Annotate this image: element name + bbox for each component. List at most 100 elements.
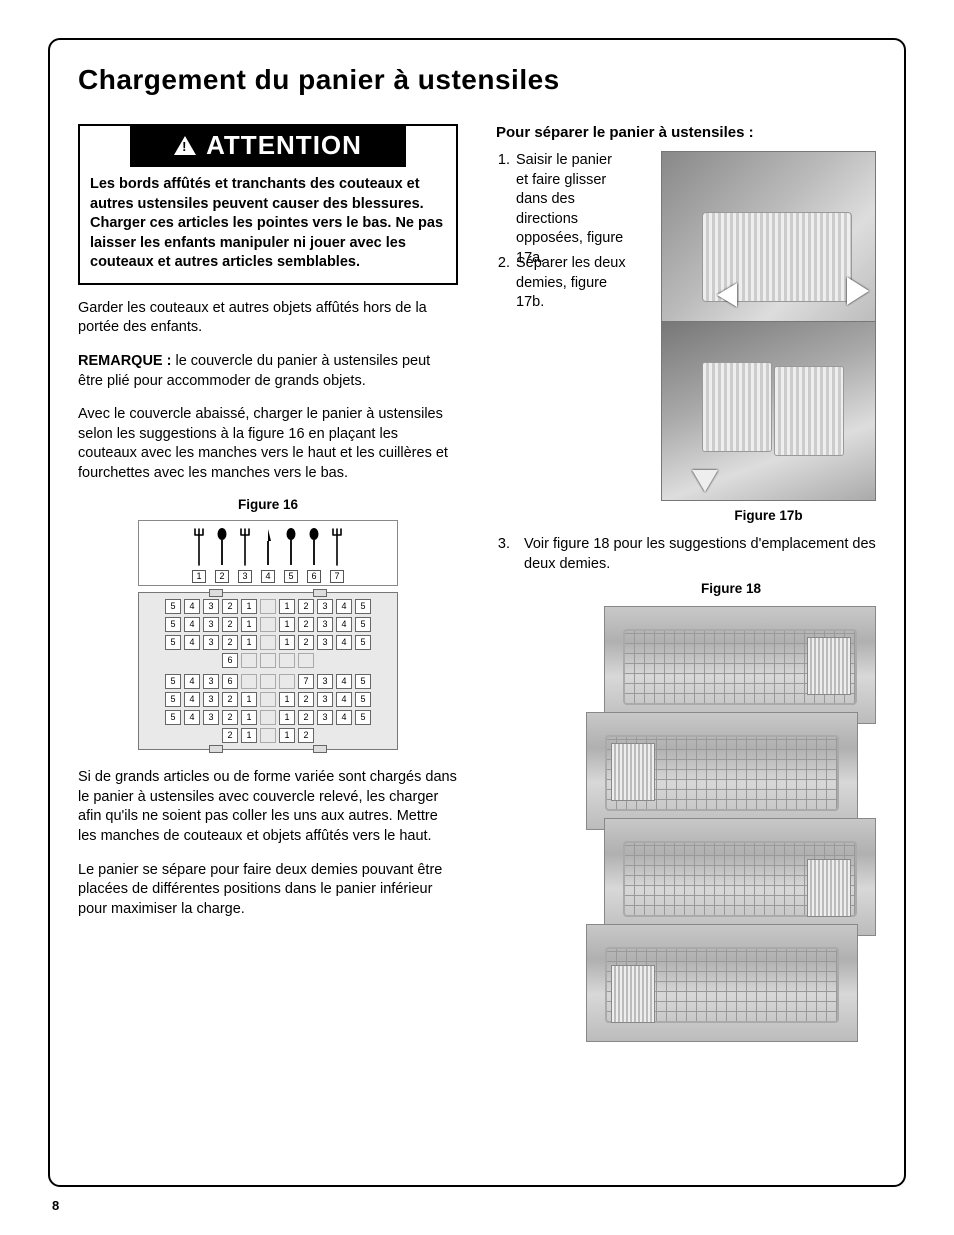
- figure-17b-half-b: [774, 366, 844, 456]
- left-paragraph-3: Avec le couvercle abaissé, charger le pa…: [78, 405, 458, 483]
- grid-cell: 5: [165, 674, 181, 689]
- grid-cell: 2: [222, 710, 238, 725]
- grid-cell: 2: [222, 617, 238, 632]
- mini-basket-icon: [807, 859, 851, 917]
- page-title: Chargement du panier à ustensiles: [78, 64, 876, 96]
- grid-cell: 3: [203, 692, 219, 707]
- grid-cell: 5: [355, 692, 371, 707]
- grid-cell: 5: [165, 617, 181, 632]
- left-paragraph-1: Garder les couteaux et autres objets aff…: [78, 299, 458, 338]
- right-column: Pour séparer le panier à ustensiles : 1.…: [496, 124, 876, 1042]
- grid-cell: 2: [298, 635, 314, 650]
- grid-cell: 5: [355, 710, 371, 725]
- utensil-number-box: 3: [238, 570, 252, 583]
- utensil-legend-item: 4: [261, 527, 275, 583]
- grid-cell: 3: [203, 635, 219, 650]
- grid-cell: [241, 653, 257, 668]
- grid-latch-top: [313, 589, 327, 597]
- mini-basket-icon: [807, 637, 851, 695]
- warning-triangle-icon: [174, 136, 196, 155]
- grid-cell: 5: [165, 692, 181, 707]
- figure-16-utensil-legend: 1234567: [138, 520, 398, 586]
- grid-cell: [279, 653, 295, 668]
- left-remarque: REMARQUE : le couvercle du panier à uste…: [78, 352, 458, 391]
- grid-cell: [260, 710, 276, 725]
- grid-cell: [298, 653, 314, 668]
- grid-cell: 4: [336, 674, 352, 689]
- step-1-text: Saisir le panier et faire glisser dans d…: [516, 151, 626, 268]
- attention-banner-text: ATTENTION: [206, 130, 362, 161]
- grid-cell: 4: [184, 692, 200, 707]
- figure-17a-photo: [661, 151, 876, 326]
- figure-17b-photo: [661, 321, 876, 501]
- grid-cell: 1: [279, 710, 295, 725]
- grid-cell: 1: [241, 728, 257, 743]
- utensil-number-box: 7: [330, 570, 344, 583]
- grid-cell: 4: [336, 599, 352, 614]
- separation-heading: Pour séparer le panier à ustensiles :: [496, 124, 876, 141]
- steps-list: 1. Saisir le panier et faire glisser dan…: [496, 151, 876, 1042]
- grid-cell: 3: [203, 674, 219, 689]
- figure-17b-label: Figure 17b: [661, 507, 876, 525]
- grid-cell: [260, 599, 276, 614]
- grid-cell: 2: [298, 599, 314, 614]
- grid-cell: 2: [298, 617, 314, 632]
- left-paragraph-5: Le panier se sépare pour faire deux demi…: [78, 861, 458, 920]
- grid-cell: 2: [222, 635, 238, 650]
- page-number: 8: [52, 1198, 59, 1213]
- grid-cell: [241, 674, 257, 689]
- utensil-legend-item: 2: [215, 527, 229, 583]
- utensil-legend-item: 1: [192, 527, 206, 583]
- grid-cell: [260, 692, 276, 707]
- utensil-number-box: 6: [307, 570, 321, 583]
- figure-16-grid: 5435435432112211221126345345345 54354354…: [138, 592, 398, 750]
- figure-18-panel-2: [586, 712, 858, 830]
- figure-16-grid-upper: 5435435432112211221126345345345: [143, 599, 393, 668]
- grid-cell: [260, 653, 276, 668]
- grid-cell: 1: [241, 635, 257, 650]
- figure-18-stack: [586, 606, 876, 1042]
- arrow-left-icon: [717, 283, 737, 307]
- grid-cell: 5: [355, 599, 371, 614]
- grid-cell: 2: [222, 599, 238, 614]
- figure-17b-half-a: [702, 362, 772, 452]
- grid-cell: 5: [355, 617, 371, 632]
- grid-cell: 4: [336, 617, 352, 632]
- grid-cell: 3: [317, 674, 333, 689]
- grid-cell: 1: [241, 692, 257, 707]
- grid-cell: 5: [165, 635, 181, 650]
- grid-cell: 1: [279, 635, 295, 650]
- utensil-number-box: 1: [192, 570, 206, 583]
- figure-18-panel-4: [586, 924, 858, 1042]
- utensil-legend-item: 5: [284, 527, 298, 583]
- figure-16-label: Figure 16: [78, 497, 458, 512]
- grid-cell: 5: [165, 599, 181, 614]
- grid-cell: 4: [184, 710, 200, 725]
- figure-18-panel-1: [604, 606, 876, 724]
- arrow-down-icon: [692, 470, 718, 492]
- remarque-label: REMARQUE :: [78, 353, 171, 369]
- left-paragraph-4: Si de grands articles ou de forme variée…: [78, 768, 458, 846]
- grid-cell: 2: [298, 692, 314, 707]
- figure-18-panel-3: [604, 818, 876, 936]
- grid-cell: 2: [222, 728, 238, 743]
- step-1-number: 1.: [496, 151, 510, 268]
- grid-cell: 3: [203, 599, 219, 614]
- page-frame: Chargement du panier à ustensiles ATTENT…: [48, 38, 906, 1187]
- grid-cell: 1: [241, 599, 257, 614]
- grid-cell: 1: [279, 617, 295, 632]
- grid-cell: 6: [222, 674, 238, 689]
- grid-cell: 3: [317, 710, 333, 725]
- grid-cell: 5: [355, 674, 371, 689]
- grid-cell: 4: [184, 674, 200, 689]
- grid-cell: 1: [241, 710, 257, 725]
- grid-latch-top: [209, 589, 223, 597]
- grid-cell: [260, 728, 276, 743]
- grid-cell: [260, 617, 276, 632]
- grid-cell: 3: [317, 692, 333, 707]
- grid-cell: 4: [336, 692, 352, 707]
- utensil-number-box: 2: [215, 570, 229, 583]
- grid-cell: 7: [298, 674, 314, 689]
- figure-18-label: Figure 18: [586, 580, 876, 598]
- utensil-number-box: 5: [284, 570, 298, 583]
